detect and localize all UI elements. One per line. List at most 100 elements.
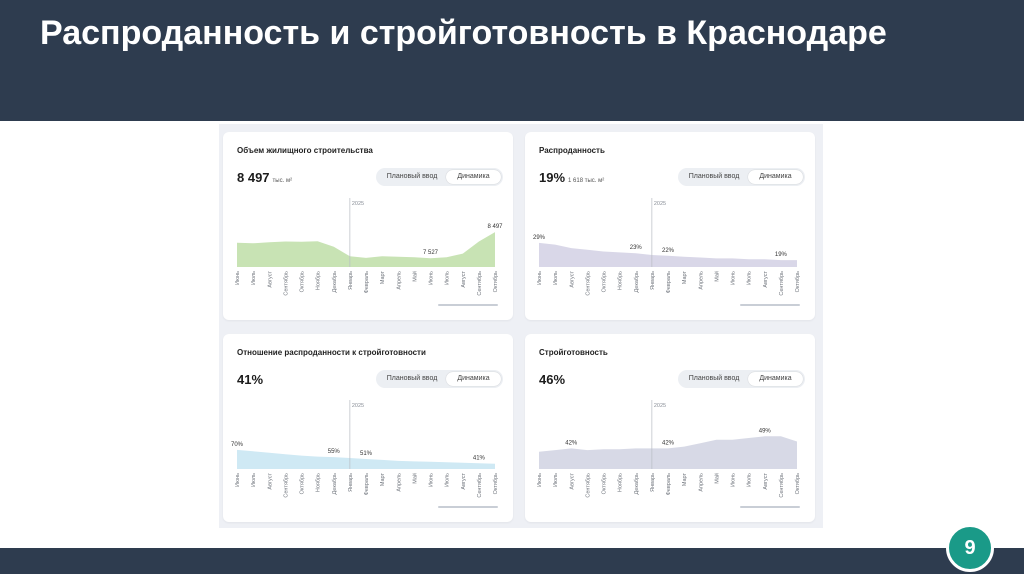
data-label: 41%	[473, 455, 486, 461]
x-tick-label: Декабрь	[634, 271, 640, 293]
data-label: 51%	[360, 451, 373, 457]
x-tick-label: Январь	[650, 271, 656, 290]
x-tick-label: Февраль	[666, 271, 672, 293]
view-toggle: Плановый ввод Динамика	[376, 168, 503, 186]
x-tick-label: Март	[682, 473, 688, 487]
x-tick-label: Апрель	[698, 271, 704, 290]
data-label: 22%	[662, 248, 675, 254]
x-tick-label: Март	[380, 473, 386, 487]
x-tick-label: Май	[713, 473, 720, 484]
x-tick-label: Сентябрь	[283, 271, 289, 296]
x-tick-label: Ноябрь	[316, 473, 322, 492]
data-label: 19%	[775, 252, 788, 258]
data-label: 55%	[328, 449, 341, 455]
card-sold-to-readiness-ratio: Отношение распроданности к стройготовнос…	[223, 334, 513, 522]
x-tick-label: Май	[713, 271, 720, 282]
x-tick-label: Август	[569, 473, 575, 490]
x-tick-label: Март	[380, 271, 386, 285]
x-tick-label: Июль	[747, 271, 753, 285]
card-sold-out: Распроданность 19% 1 618 тыс. м² Плановый в…	[525, 132, 815, 320]
toggle-planned-input[interactable]: Плановый ввод	[386, 173, 438, 180]
x-tick-label: Январь	[650, 473, 656, 492]
series-area	[237, 232, 495, 267]
x-tick-label: Июнь	[731, 271, 737, 285]
toggle-dynamics[interactable]: Динамика	[748, 170, 803, 184]
data-label: 70%	[231, 442, 244, 448]
headline-value: 19%	[539, 170, 566, 185]
x-tick-label: Июнь	[537, 271, 543, 285]
horizontal-scrollbar[interactable]	[438, 304, 498, 306]
year-marker-label: 2025	[654, 403, 666, 409]
x-tick-label: Январь	[348, 473, 354, 492]
view-toggle: Плановый ввод Динамика	[678, 370, 805, 388]
x-tick-label: Июль	[445, 271, 451, 285]
toggle-dynamics[interactable]: Динамика	[446, 372, 501, 386]
x-tick-label: Июль	[553, 473, 559, 487]
x-tick-label: Июнь	[429, 473, 435, 487]
x-tick-label: Апрель	[396, 271, 402, 290]
data-label: 7 527	[423, 250, 439, 256]
toggle-dynamics[interactable]: Динамика	[748, 372, 803, 386]
x-tick-label: Июнь	[235, 473, 241, 487]
x-tick-label: Ноябрь	[618, 473, 624, 492]
horizontal-scrollbar[interactable]	[740, 304, 800, 306]
headline-value-row: 8 497 тыс. м²	[237, 170, 292, 185]
data-label: 23%	[630, 245, 643, 251]
x-tick-label: Июнь	[537, 473, 543, 487]
year-marker-label: 2025	[352, 403, 364, 409]
x-tick-label: Октябрь	[493, 473, 499, 494]
series-area	[237, 449, 495, 469]
headline-value-row: 19% 1 618 тыс. м²	[539, 170, 604, 185]
headline-value-row: 46%	[539, 372, 568, 387]
dashboard: Объем жилищного строительства 8 497 тыс. м…	[219, 124, 823, 528]
x-tick-label: Октябрь	[602, 473, 608, 494]
page-number-badge: 9	[946, 524, 994, 572]
x-tick-label: Сентябрь	[477, 473, 483, 498]
slide-title: Распроданность и стройготовность в Красн…	[40, 14, 887, 52]
year-marker-label: 2025	[654, 201, 666, 207]
card-title: Отношение распроданности к стройготовнос…	[237, 348, 426, 357]
x-tick-label: Январь	[348, 271, 354, 290]
x-tick-label: Декабрь	[332, 473, 338, 495]
card-construction-volume: Объем жилищного строительства 8 497 тыс. м…	[223, 132, 513, 320]
horizontal-scrollbar[interactable]	[740, 506, 800, 508]
x-tick-label: Октябрь	[300, 271, 306, 292]
x-tick-label: Июль	[747, 473, 753, 487]
x-tick-label: Август	[763, 271, 769, 288]
x-tick-label: Июль	[251, 271, 257, 285]
x-tick-label: Август	[267, 473, 273, 490]
x-tick-label: Сентябрь	[585, 473, 591, 498]
x-tick-label: Сентябрь	[779, 473, 785, 498]
x-tick-label: Ноябрь	[316, 271, 322, 290]
x-tick-label: Октябрь	[795, 271, 801, 292]
x-tick-label: Февраль	[666, 473, 672, 495]
x-tick-label: Июль	[445, 473, 451, 487]
x-tick-label: Сентябрь	[779, 271, 785, 296]
x-tick-label: Июль	[553, 271, 559, 285]
x-tick-label: Декабрь	[332, 271, 338, 293]
x-tick-label: Декабрь	[634, 473, 640, 495]
x-tick-label: Сентябрь	[477, 271, 483, 296]
series-area	[539, 436, 797, 469]
horizontal-scrollbar[interactable]	[438, 506, 498, 508]
area-chart: 2025 Июнь Июль Август Сентябрь Октябрь Ноябрь Д…	[231, 400, 499, 498]
data-label: 29%	[533, 235, 546, 241]
x-tick-label: Апрель	[698, 473, 704, 492]
headline-value: 46%	[539, 372, 566, 387]
x-tick-label: Май	[411, 473, 418, 484]
x-tick-label: Август	[461, 473, 467, 490]
x-tick-label: Август	[763, 473, 769, 490]
x-tick-label: Август	[461, 271, 467, 288]
card-title: Распроданность	[539, 146, 605, 155]
x-tick-label: Ноябрь	[618, 271, 624, 290]
card-construction-readiness: Стройготовность 46% Плановый ввод Динамика 2…	[525, 334, 815, 522]
toggle-dynamics[interactable]: Динамика	[446, 170, 501, 184]
x-tick-label: Октябрь	[795, 473, 801, 494]
x-tick-label: Июнь	[731, 473, 737, 487]
toggle-planned-input[interactable]: Плановый ввод	[688, 173, 740, 180]
area-chart: 2025 Июнь Июль Август Сентябрь Октябрь Ноябрь Д…	[235, 198, 503, 296]
toggle-planned-input[interactable]: Плановый ввод	[688, 375, 740, 382]
toggle-planned-input[interactable]: Плановый ввод	[386, 375, 438, 382]
series-area	[539, 242, 797, 267]
data-label: 42%	[565, 440, 578, 446]
